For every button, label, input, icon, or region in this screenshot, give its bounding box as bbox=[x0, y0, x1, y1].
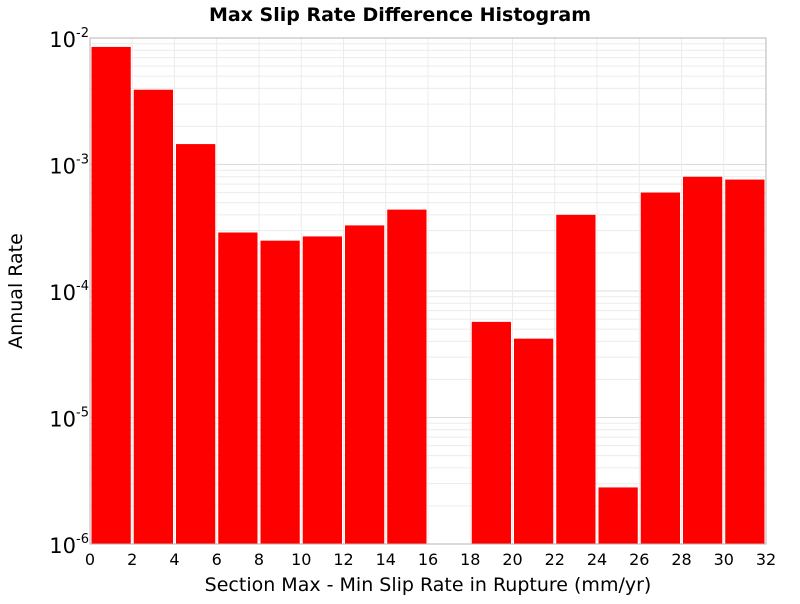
x-tick-label: 10 bbox=[291, 550, 311, 569]
x-axis-label: Section Max - Min Slip Rate in Rupture (… bbox=[205, 574, 652, 596]
bars bbox=[91, 46, 765, 545]
y-tick-label: 10 -2 bbox=[49, 26, 89, 52]
x-tick-label: 20 bbox=[502, 550, 522, 569]
y-tick-exponent: -5 bbox=[76, 406, 89, 421]
histogram-bar bbox=[471, 321, 511, 544]
plot-area-border bbox=[89, 37, 767, 545]
y-tick-base: 10 bbox=[49, 155, 76, 179]
y-tick-label: 10 -6 bbox=[49, 532, 89, 558]
y-tick-exponent: -3 bbox=[76, 153, 89, 168]
x-tick-label: 22 bbox=[545, 550, 565, 569]
histogram-bar bbox=[683, 176, 723, 545]
y-tick-base: 10 bbox=[49, 534, 76, 558]
histogram-bar bbox=[218, 232, 258, 544]
x-tick-labels: 0 2 4 6 8 10 12 14 16 18 20 22 24 26 28 30 32 bbox=[85, 550, 776, 569]
x-tick-label: 16 bbox=[418, 550, 438, 569]
y-tick-base: 10 bbox=[49, 28, 76, 52]
x-tick-label: 2 bbox=[127, 550, 137, 569]
x-tick-label: 6 bbox=[212, 550, 222, 569]
y-tick-base: 10 bbox=[49, 408, 76, 432]
y-tick-base: 10 bbox=[49, 281, 76, 305]
y-tick-exponent: -6 bbox=[76, 532, 89, 547]
x-tick-label: 8 bbox=[254, 550, 264, 569]
histogram-bar bbox=[556, 214, 596, 544]
histogram-bar bbox=[176, 144, 216, 544]
y-tick-exponent: -2 bbox=[76, 26, 89, 41]
histogram-bar bbox=[514, 338, 554, 544]
chart-title: Max Slip Rate Difference Histogram bbox=[209, 4, 591, 26]
x-tick-label: 32 bbox=[756, 550, 776, 569]
y-tick-exponent: -4 bbox=[76, 279, 89, 294]
histogram-bar bbox=[640, 192, 680, 544]
x-tick-label: 18 bbox=[460, 550, 480, 569]
x-tick-label: 26 bbox=[629, 550, 649, 569]
histogram-bar bbox=[133, 89, 173, 545]
x-tick-label: 28 bbox=[671, 550, 691, 569]
histogram-bar bbox=[725, 179, 765, 544]
histogram-bar bbox=[387, 209, 427, 544]
x-tick-label: 30 bbox=[714, 550, 734, 569]
x-tick-label: 0 bbox=[85, 550, 95, 569]
histogram-bar bbox=[302, 236, 342, 544]
histogram-bar bbox=[598, 487, 638, 544]
histogram-bar bbox=[260, 240, 300, 544]
x-tick-label: 12 bbox=[333, 550, 353, 569]
x-tick-label: 14 bbox=[376, 550, 396, 569]
y-tick-label: 10 -3 bbox=[49, 153, 89, 179]
y-tick-label: 10 -5 bbox=[49, 406, 89, 432]
y-tick-label: 10 -4 bbox=[49, 279, 89, 305]
x-tick-label: 4 bbox=[169, 550, 179, 569]
histogram-bar bbox=[345, 225, 385, 544]
y-tick-labels: 10-610-510-410-310-2 bbox=[49, 26, 89, 558]
x-tick-label: 24 bbox=[587, 550, 607, 569]
histogram-bar bbox=[91, 46, 131, 545]
y-axis-label: Annual Rate bbox=[5, 233, 27, 349]
